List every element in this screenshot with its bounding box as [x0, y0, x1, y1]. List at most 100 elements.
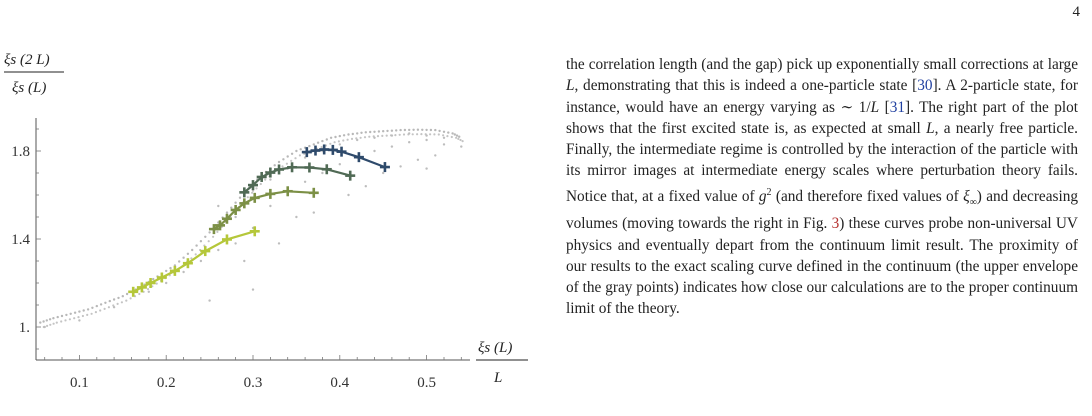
series-marker — [287, 162, 298, 173]
gray-envelope-point — [333, 141, 336, 144]
series-marker — [145, 278, 156, 288]
gray-envelope-point — [299, 148, 302, 151]
gray-scatter-point — [312, 211, 315, 214]
gray-envelope-point — [146, 288, 150, 291]
text-segment: ]. The right part of the plot shows that… — [566, 98, 1078, 137]
gray-envelope-point — [359, 136, 362, 139]
gray-envelope-point — [52, 322, 55, 325]
gray-envelope-point — [356, 132, 359, 135]
gray-envelope-point — [438, 129, 441, 133]
text-segment: the correlation length (and the gap) pic… — [566, 56, 1078, 73]
series-marker — [308, 187, 319, 198]
gray-envelope-point — [86, 313, 89, 316]
gray-envelope-point — [421, 128, 424, 131]
gray-envelope-point — [395, 129, 398, 132]
series-marker — [282, 186, 293, 197]
gray-envelope-point — [199, 240, 203, 243]
gray-envelope-point — [125, 299, 128, 302]
gray-envelope-point — [116, 302, 119, 305]
body-paragraph: the correlation length (and the gap) pic… — [566, 54, 1078, 320]
gray-envelope-point — [290, 159, 293, 162]
series-marker — [327, 144, 338, 155]
gray-envelope-point — [39, 321, 42, 324]
gray-envelope-point — [48, 318, 52, 321]
gray-envelope-point — [285, 162, 288, 165]
gray-envelope-point — [104, 301, 107, 304]
gray-envelope-point — [382, 130, 385, 133]
gray-envelope-point — [208, 231, 211, 234]
gray-scatter-point — [425, 167, 428, 170]
gray-envelope-point — [108, 299, 112, 303]
gray-envelope-point — [320, 146, 323, 149]
gray-scatter-point — [408, 132, 411, 135]
citation-link[interactable]: 30 — [917, 77, 933, 95]
series-marker — [265, 167, 276, 178]
gray-envelope-point — [46, 324, 49, 327]
gray-scatter-point — [112, 306, 116, 309]
gray-envelope-point — [216, 230, 219, 233]
series-marker — [239, 187, 250, 198]
gray-envelope-point — [398, 133, 401, 136]
gray-envelope-point — [455, 134, 459, 137]
series-marker — [321, 164, 332, 175]
gray-envelope-point — [337, 140, 340, 143]
text-segment: L — [926, 119, 935, 137]
gray-envelope-point — [73, 311, 77, 314]
gray-envelope-point — [298, 154, 301, 157]
series-marker — [248, 180, 258, 191]
gray-scatter-point — [165, 281, 168, 285]
gray-scatter-point — [182, 270, 185, 274]
gray-scatter-point — [425, 138, 428, 142]
gray-envelope-point — [455, 136, 458, 139]
series-marker — [239, 198, 250, 209]
y-label-denominator: ξs (L) — [12, 80, 46, 96]
gray-envelope-point — [429, 133, 432, 136]
gray-envelope-point — [264, 178, 267, 181]
gray-scatter-point — [321, 171, 324, 175]
gray-envelope-point — [90, 312, 93, 315]
gray-scatter-point — [234, 215, 237, 219]
gray-envelope-point — [329, 136, 333, 139]
series-marker — [301, 147, 312, 158]
figure-reference-link[interactable]: 3 — [831, 215, 840, 233]
series-line — [213, 190, 314, 231]
gray-envelope-point — [95, 304, 99, 308]
text-segment: g — [758, 187, 767, 205]
text-segment: ) and decreasing volumes (moving towards… — [566, 187, 1078, 233]
gray-scatter-point — [78, 319, 81, 322]
gray-envelope-point — [433, 133, 436, 136]
gray-envelope-point — [312, 143, 315, 146]
gray-envelope-point — [165, 269, 168, 273]
gray-scatter-point — [269, 204, 272, 208]
series-marker — [353, 152, 364, 163]
text-segment: (and therefore fixed values of — [771, 187, 964, 205]
gray-envelope-point — [191, 248, 194, 252]
series-marker — [319, 144, 330, 155]
gray-scatter-point — [347, 193, 350, 197]
gray-envelope-point — [364, 131, 367, 134]
scaling-plot: 0.1 0.2 0.3 0.4 0.51.1.41.8 ξs (2 L) ξs (L) … — [4, 52, 528, 391]
gray-scatter-point — [434, 154, 437, 157]
citation-link[interactable]: 31 — [889, 98, 905, 116]
gray-envelope-point — [369, 130, 372, 134]
gray-envelope-point — [377, 130, 381, 133]
gray-scatter-point — [373, 136, 376, 139]
gray-envelope-point — [334, 135, 337, 139]
gray-envelope-point — [234, 201, 237, 204]
gray-scatter-point — [364, 185, 367, 188]
gray-scatter-point — [408, 141, 411, 144]
gray-envelope-point — [450, 135, 453, 139]
gray-envelope-point — [238, 196, 242, 199]
gray-envelope-point — [194, 253, 197, 256]
gray-envelope-point — [346, 138, 349, 141]
gray-envelope-point — [77, 316, 80, 319]
series-marker — [208, 224, 219, 235]
gray-envelope-point — [429, 128, 433, 132]
gray-envelope-point — [451, 132, 454, 135]
gray-scatter-point — [269, 178, 272, 181]
gray-envelope-point — [286, 155, 289, 158]
y-tick-label: 1. — [19, 320, 30, 336]
gray-envelope-point — [82, 309, 85, 312]
gray-envelope-point — [402, 133, 406, 136]
series-marker — [221, 234, 232, 245]
